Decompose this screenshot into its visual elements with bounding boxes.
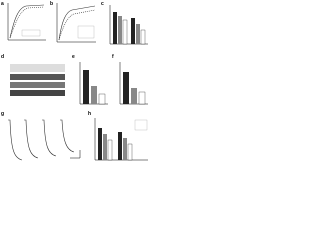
panel-d-blot — [10, 64, 65, 96]
blot-row — [10, 90, 65, 96]
panel-a-plot — [7, 3, 46, 41]
legend — [134, 119, 148, 131]
trace — [60, 119, 75, 153]
bar — [113, 12, 117, 44]
bar — [123, 72, 129, 104]
blot-row — [10, 64, 65, 72]
bar — [118, 16, 122, 44]
axes — [119, 62, 148, 105]
panel-label: b — [50, 1, 53, 7]
bar — [103, 134, 107, 160]
curve — [9, 6, 45, 39]
bar — [138, 91, 146, 105]
panel-label: f — [112, 54, 114, 60]
panel-label: g — [1, 111, 4, 117]
curve — [58, 5, 96, 41]
curve — [9, 4, 45, 39]
blot-row — [10, 82, 65, 88]
legend — [21, 29, 41, 37]
blot-row — [10, 74, 65, 80]
bar — [131, 88, 137, 104]
bar — [98, 93, 106, 105]
axes — [79, 62, 108, 105]
panel-label: h — [88, 111, 91, 117]
panel-label: c — [101, 1, 104, 7]
bar — [140, 29, 146, 45]
panel-label: d — [1, 54, 4, 60]
figure: a b c d e f g h — [1, 1, 148, 161]
bar — [122, 19, 128, 45]
trace — [24, 119, 39, 159]
bar — [83, 70, 89, 104]
bar — [123, 138, 127, 160]
bar — [118, 132, 122, 160]
trace — [42, 119, 57, 157]
panel-label: e — [72, 54, 75, 60]
axes — [56, 3, 96, 43]
panel-c-plot — [109, 5, 148, 45]
bar — [91, 86, 97, 104]
panel-b-plot — [56, 3, 96, 43]
legend — [77, 25, 95, 39]
panel-g-traces — [8, 119, 81, 161]
panel-h-plot — [94, 118, 148, 161]
axes — [109, 5, 148, 45]
panel-e-plot — [79, 62, 108, 105]
trace — [8, 119, 23, 161]
bar — [136, 24, 140, 44]
bar — [131, 18, 135, 44]
bar — [107, 139, 113, 161]
bar — [127, 143, 133, 161]
axes — [7, 3, 46, 41]
scale-bar — [70, 150, 81, 159]
curve — [58, 9, 96, 41]
panel-f-plot — [119, 62, 148, 105]
bar — [98, 128, 102, 160]
panel-label: a — [1, 1, 4, 7]
